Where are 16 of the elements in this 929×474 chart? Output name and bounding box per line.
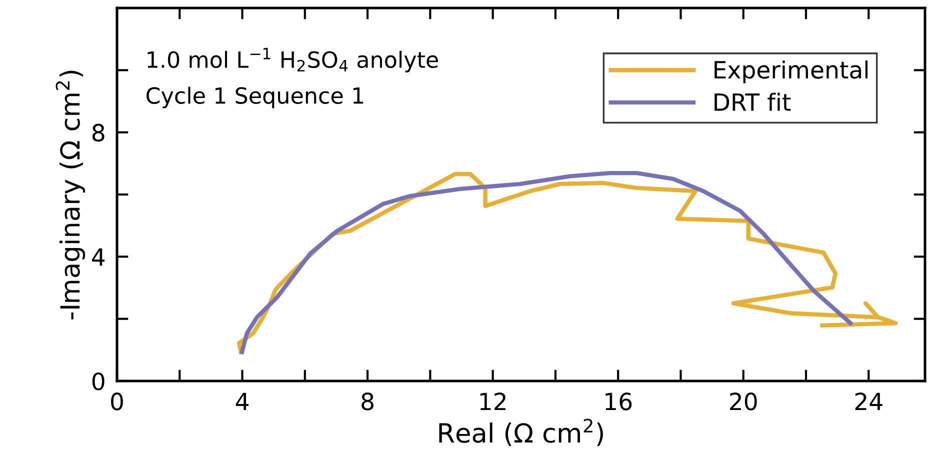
x-axis-title: Real (Ω cm$^{2}$) [439,418,603,446]
x-tick-label: 24 [855,392,882,410]
y-tick-label: 0 [92,372,104,390]
legend-label: Experimental [714,60,868,84]
y-tick-label: 4 [92,248,105,266]
x-tick-label: 12 [480,392,506,410]
legend-label: DRT fit [714,92,791,111]
y-axis-title: -Imaginary (Ω cm$^{2}$) [56,70,86,320]
x-tick-label: 0 [111,392,123,410]
x-tick-label: 20 [730,392,757,410]
y-tick-label: 8 [92,124,104,142]
x-tick-label: 8 [362,392,374,410]
annotation: 1.0 mol L$^{−1}$ H$_{2}$SO$_{4}$ anolyte [148,48,438,72]
x-tick-label: 4 [236,392,248,410]
annotation: Cycle 1 Sequence 1 [146,86,364,108]
x-tick-label: 16 [606,392,632,410]
